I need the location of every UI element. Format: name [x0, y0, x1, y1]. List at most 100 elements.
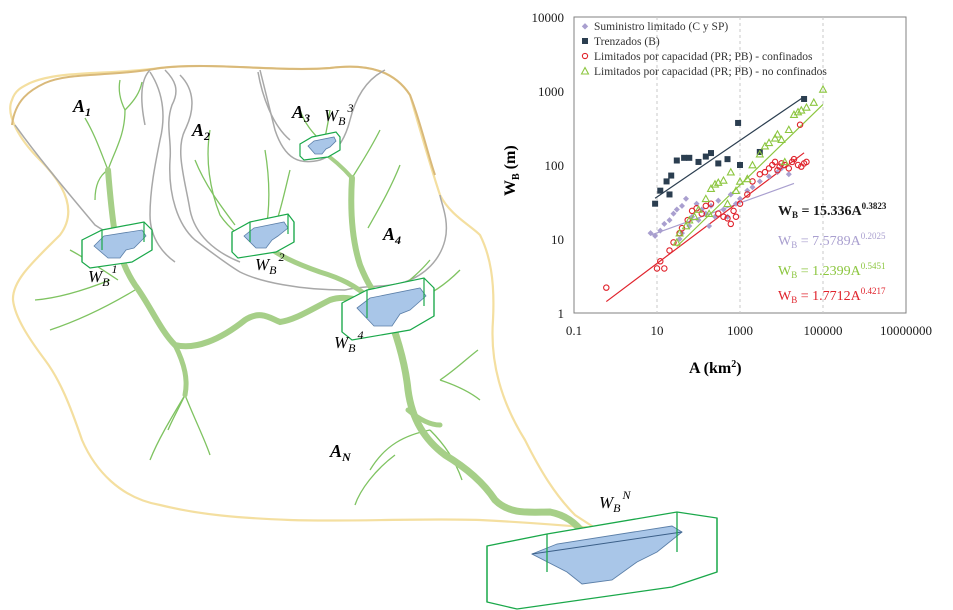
- data-point: [702, 202, 710, 210]
- x-tick-labels: 0.1 10 1000 100000 10000000: [566, 323, 932, 338]
- data-point: [742, 174, 752, 183]
- equation-supply-limited: WB = 7.5789A0.2025: [778, 231, 886, 250]
- data-point: [701, 194, 711, 203]
- data-point: [735, 119, 742, 126]
- data-point: [686, 222, 693, 229]
- x-tick-label: 10000000: [880, 323, 932, 338]
- data-point: [719, 175, 728, 184]
- label-WB3: WB3: [324, 101, 354, 128]
- data-point: [653, 265, 661, 272]
- data-point: [790, 155, 798, 163]
- svg-text:Suministro limitado (C y SP): Suministro limitado (C y SP): [594, 21, 728, 33]
- cross-section-2: [231, 213, 295, 259]
- label-A1: A1: [72, 96, 91, 119]
- data-point: [735, 176, 745, 185]
- y-tick-label: 100: [545, 158, 565, 173]
- data-point: [770, 133, 780, 142]
- fit-line: [676, 103, 824, 247]
- equation-braided: WB = 15.336A0.3823: [778, 201, 887, 220]
- data-point: [785, 165, 793, 172]
- data-point: [720, 213, 727, 220]
- data-point: [780, 157, 790, 166]
- y-axis-title: WB (m): [502, 145, 522, 196]
- data-point: [666, 247, 673, 254]
- label-WBN: WBN: [599, 488, 632, 515]
- equation-capacity-confined: WB = 1.7712A0.4217: [778, 286, 886, 305]
- data-point: [666, 191, 673, 198]
- data-point: [756, 178, 763, 185]
- y-tick-label: 1000: [538, 84, 564, 99]
- data-point: [796, 121, 804, 128]
- data-point: [657, 187, 664, 194]
- data-point: [681, 154, 688, 161]
- data-point: [730, 207, 737, 215]
- svg-text:Trenzados (B): Trenzados (B): [594, 36, 660, 48]
- data-point: [695, 158, 702, 165]
- label-WB2: WB2: [255, 250, 285, 277]
- data-point: [663, 178, 670, 185]
- data-point: [755, 149, 765, 158]
- data-point: [710, 179, 720, 188]
- x-tick-label: 10: [651, 323, 664, 338]
- subbasin-divides: [14, 69, 448, 291]
- data-point: [683, 195, 690, 202]
- label-A3: A3: [291, 102, 310, 125]
- data-point: [715, 160, 722, 167]
- data-point: [744, 191, 751, 198]
- basin-ridge-top: [11, 65, 436, 176]
- data-point: [686, 154, 693, 161]
- basin-boundary: [9, 64, 596, 530]
- equation-capacity-unconfined: WB = 1.2399A0.5451: [778, 261, 886, 280]
- data-point: [720, 206, 727, 213]
- data-point: [778, 160, 785, 167]
- data-point: [661, 265, 668, 272]
- data-point: [773, 129, 782, 138]
- data-point: [732, 213, 740, 220]
- data-point: [707, 150, 714, 157]
- fit-line: [654, 96, 805, 199]
- data-point: [765, 165, 773, 172]
- cross-section-1: [81, 221, 153, 269]
- data-point: [726, 167, 736, 176]
- data-point: [737, 195, 743, 202]
- data-point: [647, 230, 654, 237]
- chart: 0.1 10 1000 100000 10000000 110100100010000 …: [502, 10, 932, 377]
- data-point: [706, 222, 713, 229]
- chart-legend: Suministro limitado (C y SP) Trenzados (…: [580, 21, 827, 78]
- data-point: [673, 157, 680, 164]
- data-point: [707, 200, 715, 207]
- subbasin-labels: A1 A2 A3 A4 AN: [72, 96, 401, 464]
- data-point: [803, 158, 810, 166]
- data-point: [666, 217, 673, 224]
- x-tick-label: 0.1: [566, 323, 582, 338]
- y-tick-labels: 1 10 100 1000 10000: [532, 10, 565, 321]
- data-point: [724, 215, 731, 222]
- data-point: [661, 220, 668, 227]
- svg-text:Limitados por capacidad (PR; P: Limitados por capacidad (PR; PB) - no co…: [594, 66, 827, 78]
- data-point: [749, 184, 756, 191]
- x-tick-label: 1000: [727, 323, 753, 338]
- data-point: [784, 125, 794, 134]
- data-point: [801, 95, 808, 102]
- cross-section-3: [299, 131, 341, 161]
- data-point: [672, 237, 682, 246]
- data-point: [652, 232, 659, 239]
- label-AN: AN: [329, 441, 352, 464]
- data-point: [715, 197, 722, 204]
- data-point: [777, 135, 786, 144]
- y-tick-label: 10000: [532, 10, 565, 25]
- data-point: [657, 258, 664, 265]
- label-A2: A2: [191, 120, 210, 143]
- x-tick-label: 100000: [804, 323, 843, 338]
- data-point: [818, 84, 828, 93]
- legend-item-braided: Trenzados (B): [582, 36, 660, 48]
- data-point: [794, 161, 802, 169]
- data-point: [715, 210, 722, 217]
- data-point: [774, 169, 781, 176]
- data-point: [670, 210, 677, 217]
- fit-equations: WB = 15.336A0.3823 WB = 7.5789A0.2025 WB…: [778, 201, 887, 305]
- data-point: [690, 212, 699, 221]
- data-point: [657, 227, 664, 234]
- label-WB4: WB4: [334, 328, 364, 355]
